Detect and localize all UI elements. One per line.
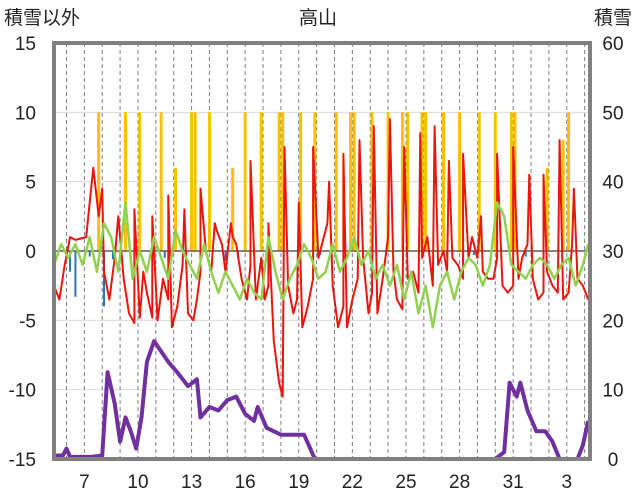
- snowfall-bar: [545, 167, 549, 251]
- snowfall-bar: [561, 140, 565, 251]
- precipitation-bar: [472, 251, 475, 256]
- temp-anomaly-line: [52, 201, 590, 329]
- snow-depth-line: [54, 339, 591, 461]
- snowfall-bar: [509, 112, 513, 251]
- left-tick-label: 0: [25, 242, 36, 263]
- snowfall-bar: [370, 112, 374, 251]
- snowfall-bar: [231, 167, 235, 251]
- snowfall-bar: [352, 112, 356, 251]
- right-tick-label: 60: [602, 34, 623, 55]
- right-tick-label: 30: [602, 242, 623, 263]
- snowfall-bar: [97, 112, 101, 251]
- snowfall-bar: [299, 112, 303, 251]
- snowfall-bar: [243, 112, 247, 251]
- snowfall-bar: [173, 167, 177, 251]
- left-tick-label: -10: [9, 381, 36, 402]
- x-tick-label: 13: [181, 472, 202, 493]
- x-tick-label: 16: [235, 472, 256, 493]
- chart-title: 高山: [299, 7, 337, 29]
- left-axis-label: 積雪以外: [4, 7, 80, 29]
- precipitation-bar: [524, 251, 527, 257]
- x-tick-label: 3: [561, 472, 572, 493]
- precipitation-bar: [69, 251, 72, 272]
- right-tick-label: 20: [602, 311, 623, 332]
- plot-frame: [52, 41, 592, 461]
- left-tick-label: 10: [15, 103, 36, 124]
- snowfall-bar: [567, 112, 571, 251]
- snowfall-bar: [477, 112, 481, 251]
- snowfall-bar: [281, 112, 285, 251]
- x-tick-label: 25: [395, 472, 416, 493]
- x-tick-label: 28: [449, 472, 470, 493]
- right-tick-label: 10: [602, 381, 623, 402]
- snowfall-bar: [349, 112, 353, 251]
- snowfall-bar: [123, 112, 127, 251]
- left-tick-label: 15: [15, 34, 36, 55]
- snowfall-bar: [458, 112, 462, 251]
- precipitation-bar: [163, 251, 166, 258]
- precipitation-bar: [74, 251, 77, 297]
- precipitation-bar: [103, 251, 106, 307]
- right-tick-label: 0: [608, 450, 619, 471]
- x-tick-label: 7: [79, 472, 90, 493]
- left-tick-label: -15: [9, 450, 36, 471]
- snowfall-bar: [207, 112, 211, 251]
- x-tick-label: 31: [503, 472, 524, 493]
- snowfall-bar: [441, 112, 445, 251]
- snowfall-bar: [493, 112, 497, 251]
- snowfall-bar: [159, 112, 163, 251]
- snowfall-bar: [400, 112, 404, 251]
- precipitation-bar: [88, 251, 91, 257]
- precipitation-bar: [111, 251, 114, 260]
- left-tick-label: 5: [25, 173, 36, 194]
- right-tick-label: 40: [602, 173, 623, 194]
- precipitation-bar: [224, 251, 227, 261]
- snowfall-bar: [424, 112, 428, 251]
- series-lines: [52, 118, 591, 461]
- x-tick-label: 10: [127, 472, 148, 493]
- left-tick-label: -5: [19, 311, 36, 332]
- snowfall-bar: [406, 112, 410, 251]
- snowfall-bar: [277, 112, 281, 251]
- x-tick-label: 22: [342, 472, 363, 493]
- plot-border: [52, 41, 592, 461]
- snowfall-bar: [259, 112, 263, 251]
- snowfall-bar: [190, 112, 194, 251]
- right-axis-label: 積雪: [594, 7, 632, 29]
- snowfall-bar: [420, 112, 424, 251]
- right-tick-label: 50: [602, 103, 623, 124]
- snowfall-bar: [193, 112, 197, 251]
- snowfall-bar: [138, 112, 142, 251]
- temperature-line: [53, 118, 590, 398]
- snowfall-bar: [334, 112, 338, 251]
- x-tick-label: 19: [288, 472, 309, 493]
